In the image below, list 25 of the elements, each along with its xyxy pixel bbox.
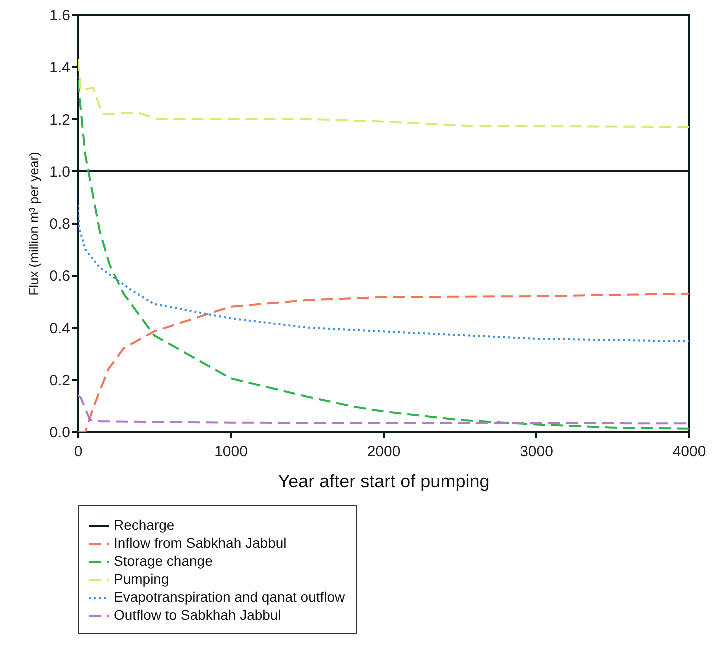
line-series [78, 394, 689, 425]
line-series [78, 58, 689, 128]
x-axis-title: Year after start of pumping [278, 472, 490, 492]
legend-label: Pumping [114, 571, 170, 587]
legend-label: Evapotranspiration and qanat outflow [114, 589, 346, 605]
legend-label: Storage change [114, 553, 214, 569]
x-tick-label: 0 [74, 444, 83, 460]
y-tick-label: 1.4 [50, 60, 70, 77]
legend-label: Inflow from Sabkhah Jabbul [114, 535, 287, 551]
x-tick-label: 4000 [672, 444, 706, 460]
y-tick-label: 1.6 [50, 8, 70, 24]
y-tick-label: 1.2 [50, 112, 70, 129]
x-tick-label: 2000 [367, 444, 401, 460]
x-tick-label: 3000 [520, 444, 554, 460]
y-axis-title: Flux (million m³ per year) [26, 152, 42, 296]
y-tick-label: 0.8 [50, 216, 70, 233]
line-series [78, 204, 689, 343]
y-tick-label: 0.2 [50, 372, 70, 390]
y-tick-label: 1.0 [50, 164, 70, 181]
y-tick-label: 0.6 [50, 268, 70, 286]
legend-label: Outflow to Sabkhah Jabbul [114, 607, 282, 623]
x-tick-label: 1000 [214, 444, 248, 460]
y-tick-label: 0.4 [50, 320, 70, 338]
legend-label: Recharge [114, 517, 175, 533]
y-tick-label: 0.0 [50, 424, 70, 442]
